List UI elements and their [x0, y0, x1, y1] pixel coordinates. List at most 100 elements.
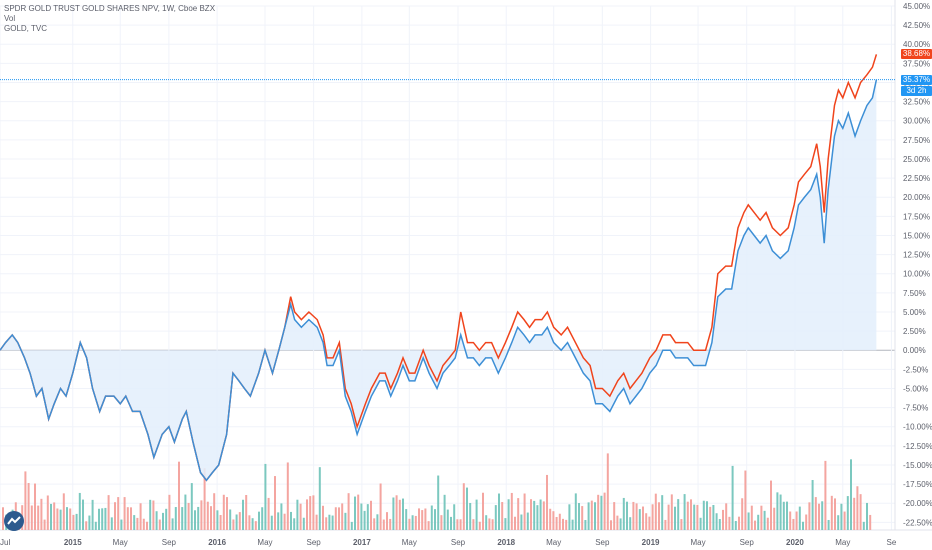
volume-bar: [686, 501, 689, 530]
volume-bar: [293, 518, 296, 530]
volume-bar: [776, 492, 779, 530]
y-tick-label: 15.00%: [903, 231, 930, 240]
tradingview-logo-icon[interactable]: [4, 511, 24, 531]
volume-bar: [690, 499, 692, 530]
volume-bar: [757, 514, 760, 530]
legend-vol[interactable]: Vol: [4, 14, 16, 23]
volume-bar: [578, 503, 580, 530]
volume-bar: [462, 483, 465, 530]
x-tick-label: May: [257, 538, 272, 547]
volume-bar: [430, 505, 433, 530]
y-tick-label: -12.50%: [903, 442, 932, 451]
volume-bar: [238, 512, 241, 530]
volume-bar: [459, 519, 462, 530]
volume-bar: [536, 505, 539, 530]
volume-bar: [696, 504, 699, 530]
volume-bar: [203, 468, 206, 530]
volume-bar: [190, 483, 193, 530]
volume-bar: [24, 471, 27, 530]
volume-bar: [827, 519, 830, 530]
legend-main[interactable]: SPDR GOLD TRUST GOLD SHARES NPV, 1W, Cbo…: [4, 4, 216, 13]
volume-bar: [661, 495, 664, 530]
volume-bar: [411, 515, 414, 530]
x-tick-label: Sep: [451, 538, 466, 547]
volume-bar: [530, 499, 532, 530]
volume-bar: [450, 516, 452, 530]
volume-bar: [824, 460, 827, 530]
volume-bar: [130, 507, 132, 530]
volume-bar: [763, 510, 766, 530]
volume-bar: [718, 519, 721, 530]
volume-bar: [366, 504, 369, 530]
volume-bar: [648, 516, 651, 530]
volume-bar: [722, 509, 724, 530]
volume-bar: [200, 500, 203, 530]
volume-bar: [542, 501, 545, 530]
volume-bar: [56, 508, 59, 530]
volume-bar: [571, 519, 574, 530]
x-axis[interactable]: Jul 2015 May Sep 2016 May Sep 2017 May Sep 2018 May…: [0, 538, 897, 547]
volume-bar: [850, 459, 852, 530]
volume-bar: [274, 476, 276, 530]
y-tick-label: 37.50%: [903, 59, 930, 68]
x-tick-label: Sep: [162, 538, 177, 547]
volume-bar: [226, 497, 228, 530]
volume-bar: [334, 507, 337, 530]
volume-bar: [104, 507, 107, 530]
volume-bar: [434, 509, 436, 530]
volume-bar: [114, 502, 116, 530]
volume-bar: [677, 499, 680, 530]
volume-bar: [66, 507, 68, 530]
volume-bar: [40, 498, 43, 530]
volume-bar: [110, 517, 113, 530]
volume-bar: [328, 514, 331, 530]
volume-bar: [277, 512, 280, 530]
volume-bar: [142, 518, 145, 530]
volume-bar: [792, 518, 795, 530]
volume-bar: [488, 518, 491, 530]
volume-bar: [194, 510, 196, 530]
legend-compare[interactable]: GOLD, TVC: [4, 24, 47, 33]
volume-bar: [197, 506, 200, 530]
volume-bar: [424, 508, 427, 530]
y-tick-label: -17.50%: [903, 480, 932, 489]
volume-bar: [680, 519, 683, 530]
volume-bar: [750, 505, 753, 530]
volume-bar: [389, 518, 392, 530]
volume-bar: [350, 521, 353, 530]
volume-bar: [155, 511, 158, 530]
y-tick-label: 2.50%: [903, 327, 926, 336]
y-tick-label: 12.50%: [903, 251, 930, 260]
volume-bar: [843, 511, 846, 530]
x-tick-label: May: [546, 538, 561, 547]
volume-bar: [811, 480, 814, 530]
volume-bar: [606, 453, 609, 530]
volume-bar: [590, 500, 593, 530]
y-tick-label: 27.50%: [903, 136, 930, 145]
volume-bar: [398, 499, 401, 530]
volume-bar: [322, 505, 324, 530]
volume-bar: [242, 499, 244, 530]
volume-bar: [379, 483, 382, 530]
volume-bar: [178, 461, 180, 530]
volume-bar: [859, 494, 862, 530]
y-tick-label: 17.50%: [903, 212, 930, 221]
x-tick-label: Sep: [307, 538, 322, 547]
volume-bar: [584, 520, 587, 530]
volume-bar: [98, 508, 100, 530]
volume-bar: [715, 513, 718, 530]
volume-bar: [443, 494, 446, 530]
volume-bar: [514, 516, 516, 530]
volume-bar: [46, 495, 49, 530]
y-tick-label: 32.50%: [903, 98, 930, 107]
volume-bar: [731, 465, 734, 530]
volume-bar: [386, 512, 388, 530]
y-tick-label: -22.50%: [903, 518, 932, 527]
volume-bar: [213, 493, 216, 530]
volume-bar: [853, 497, 856, 530]
volume-bar: [766, 517, 769, 530]
volume-bar: [526, 512, 529, 530]
volume-bar: [574, 493, 577, 530]
volume-bar: [318, 467, 321, 530]
